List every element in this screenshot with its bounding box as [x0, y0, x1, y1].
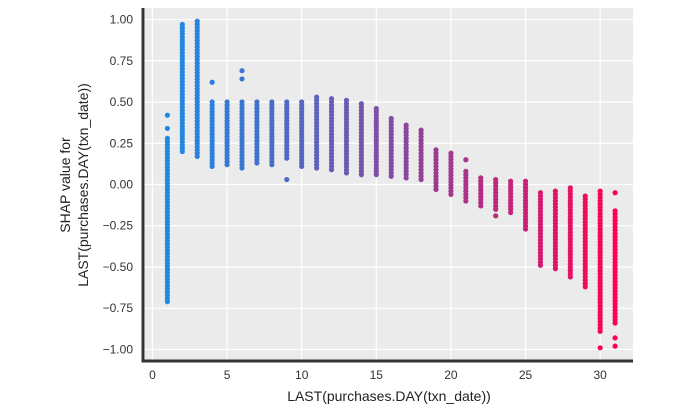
y-tick-label: −1.00 [103, 342, 134, 356]
data-point [358, 101, 364, 107]
data-point [493, 176, 499, 183]
data-point [194, 18, 200, 24]
y-tick-label: 1.00 [110, 13, 134, 27]
data-point [612, 208, 618, 214]
data-point [209, 79, 215, 85]
grid-lines [145, 8, 633, 361]
x-tick-label: 0 [149, 368, 156, 382]
data-point [179, 21, 185, 28]
x-tick-label: 15 [370, 368, 384, 382]
data-point [254, 99, 260, 105]
data-point [612, 335, 618, 341]
y-axis-title: SHAP value for LAST(purchases.DAY(txn_da… [57, 83, 91, 287]
x-tick-label: 25 [519, 368, 533, 382]
data-point [373, 106, 379, 112]
data-point [448, 150, 454, 156]
data-point [478, 175, 484, 181]
data-point [164, 125, 170, 132]
y-tick-label: −0.50 [103, 260, 134, 274]
y-axis-title-line-2: LAST(purchases.DAY(txn_date)) [75, 83, 91, 287]
x-tick-labels: 0 5 10 15 20 25 30 [149, 368, 607, 382]
data-point [582, 193, 588, 199]
data-point [239, 68, 245, 74]
data-point [537, 190, 544, 196]
data-point [552, 188, 558, 194]
data-point [597, 188, 603, 194]
y-tick-label: −0.75 [103, 301, 134, 315]
data-point [612, 343, 618, 349]
data-point [433, 147, 439, 153]
data-point [224, 99, 230, 105]
data-point [508, 178, 514, 184]
data-point [597, 345, 603, 351]
data-point [343, 97, 350, 103]
data-point [418, 127, 424, 133]
y-tick-label: 0.75 [110, 54, 134, 68]
data-point [284, 176, 290, 183]
data-point [612, 190, 618, 196]
data-point [463, 157, 469, 163]
data-point [299, 99, 305, 105]
data-points [164, 18, 618, 351]
data-point [209, 99, 215, 105]
data-point [269, 99, 275, 105]
data-point [314, 94, 320, 100]
y-tick-label: 0.00 [110, 178, 134, 192]
data-point [239, 76, 245, 82]
x-axis-title: LAST(purchases.DAY(txn_date)) [287, 388, 491, 404]
y-tick-labels: 1.00 0.75 0.50 0.25 0.00 −0.25 −0.50 −0.75 −1.00 [103, 13, 134, 357]
data-point [284, 99, 290, 105]
x-tick-label: 5 [224, 368, 231, 382]
data-point [239, 99, 245, 105]
y-tick-label: 0.25 [110, 136, 134, 150]
data-point [522, 178, 529, 184]
y-tick-label: −0.25 [103, 219, 134, 233]
y-tick-label: 0.50 [110, 95, 134, 109]
data-point [164, 112, 170, 118]
data-point [328, 96, 335, 102]
data-point [567, 185, 573, 191]
data-point [164, 135, 170, 141]
x-tick-label: 30 [593, 368, 607, 382]
data-point [403, 122, 409, 128]
y-axis-title-line-1: SHAP value for [57, 137, 73, 233]
x-tick-label: 20 [444, 368, 458, 382]
data-point [493, 213, 499, 219]
data-point [388, 115, 394, 122]
x-tick-label: 10 [295, 368, 309, 382]
data-point [463, 168, 469, 174]
